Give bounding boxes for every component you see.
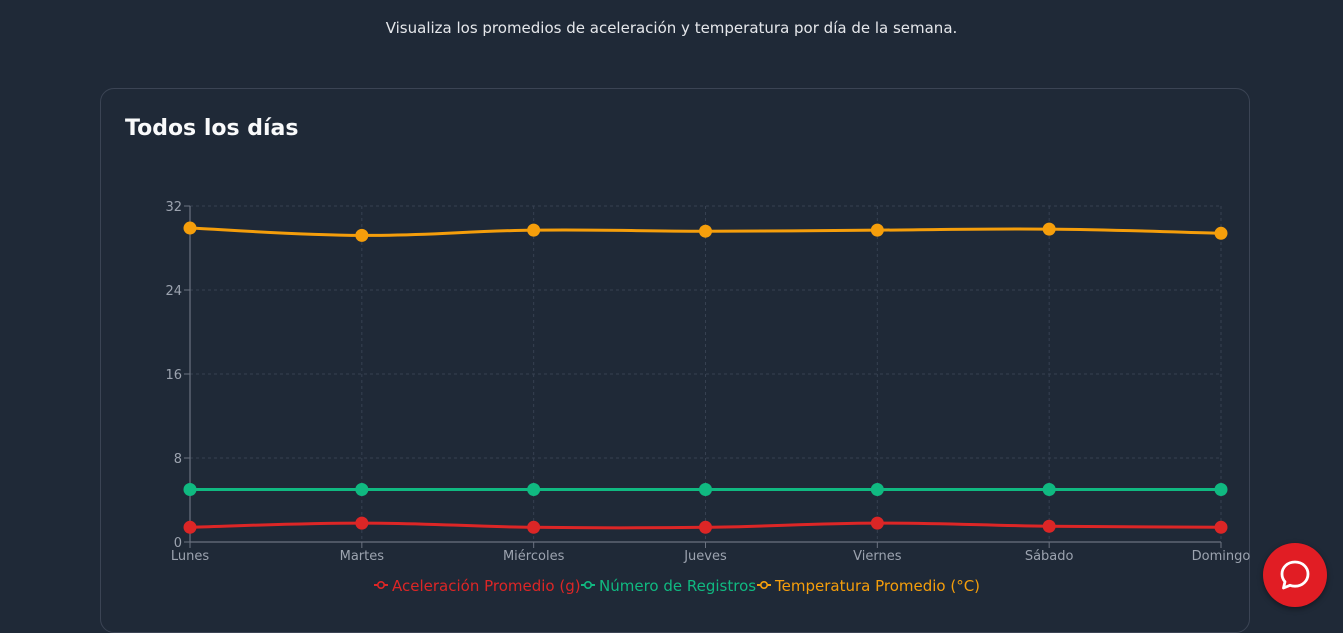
data-point: [355, 516, 369, 530]
page-subtitle: Visualiza los promedios de aceleración y…: [385, 19, 958, 37]
data-point: [355, 483, 369, 496]
x-tick-label: Viernes: [853, 549, 902, 564]
y-tick-label: 24: [165, 284, 182, 299]
x-tick-label: Lunes: [171, 549, 209, 564]
x-tick-label: Miércoles: [503, 549, 565, 564]
y-tick-label: 32: [165, 200, 182, 215]
y-tick-label: 16: [165, 368, 182, 383]
x-tick-label: Jueves: [683, 549, 727, 564]
data-point: [183, 221, 197, 235]
data-point: [870, 223, 884, 237]
x-tick-label: Martes: [340, 549, 385, 564]
x-tick-label: Sábado: [1025, 549, 1074, 564]
data-point: [355, 228, 369, 242]
data-point: [527, 223, 541, 237]
card-title: Todos los días: [125, 116, 299, 141]
data-point: [527, 483, 541, 496]
chat-bubble-icon: [1280, 560, 1310, 590]
data-point: [1214, 483, 1228, 496]
data-point: [527, 520, 541, 534]
data-point: [699, 224, 712, 238]
legend-marker: [759, 580, 768, 589]
legend-label: Aceleración Promedio (g): [392, 577, 581, 595]
data-point: [870, 516, 884, 530]
legend-marker: [376, 580, 385, 589]
data-point: [1042, 519, 1056, 533]
y-tick-label: 8: [174, 452, 182, 467]
data-point: [1042, 483, 1056, 496]
data-point: [699, 483, 712, 496]
chat-button[interactable]: [1263, 543, 1327, 607]
x-tick-label: Domingo: [1192, 549, 1251, 564]
y-tick-label: 0: [174, 536, 182, 551]
legend-label: Número de Registros: [599, 577, 756, 595]
data-point: [699, 520, 712, 534]
legend-label: Temperatura Promedio (°C): [774, 577, 980, 595]
data-point: [183, 520, 197, 534]
legend-marker: [583, 580, 592, 589]
data-point: [1214, 520, 1228, 534]
data-point: [1214, 226, 1228, 240]
data-point: [1042, 222, 1056, 236]
data-point: [183, 483, 197, 496]
data-point: [870, 483, 884, 496]
